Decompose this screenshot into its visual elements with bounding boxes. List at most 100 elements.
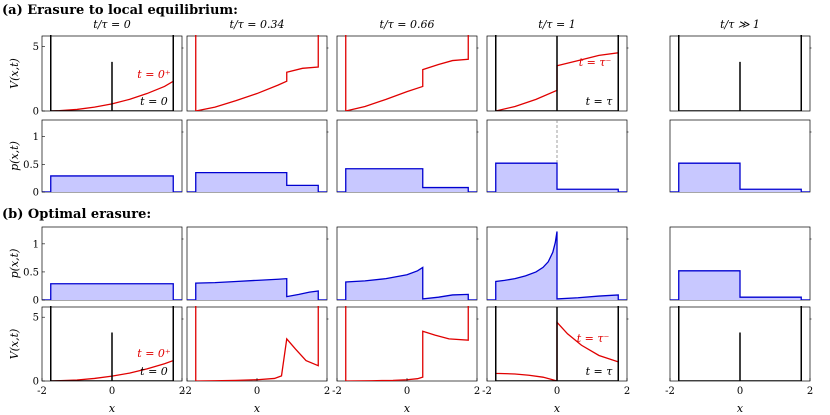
panel-b-V-3: t = τ⁻ t = τ -2 0 2 <box>482 306 630 397</box>
barrier-potential-line <box>678 306 802 381</box>
panel-content <box>487 120 627 192</box>
y-tick-label: 0 <box>33 377 39 388</box>
column-title: t/τ = 0.34 <box>230 18 285 31</box>
column-title: t/τ ≫ 1 <box>720 18 760 31</box>
y-axis-label: p(x,t) <box>8 141 21 171</box>
y-axis-label: V(x,t) <box>8 329 21 360</box>
column-title: t/τ = 1 <box>538 18 575 31</box>
potential-line <box>495 306 619 381</box>
potential-line <box>345 306 469 381</box>
annotation-red: t = 0⁺ <box>137 347 171 360</box>
panel-content <box>50 35 174 111</box>
barrier-potential-line <box>678 35 802 111</box>
probability-line <box>495 231 619 300</box>
probability-line <box>195 171 319 192</box>
potential-line <box>195 35 319 111</box>
x-tick-label: 0 <box>109 386 115 397</box>
x-tick-label: 0 <box>737 386 743 397</box>
panel-b-p-4 <box>669 226 812 301</box>
panel-content <box>670 162 810 192</box>
probability-line <box>678 162 802 192</box>
panel-frame <box>186 306 328 382</box>
probability-fill <box>50 283 174 300</box>
panel-content <box>495 306 619 381</box>
panel-a-p-1 <box>186 119 329 193</box>
section-b-label: (b) Optimal erasure: <box>2 207 151 222</box>
y-tick-label: 0 <box>33 107 39 118</box>
panel-a-p-4 <box>669 119 812 193</box>
annotation-black: t = τ <box>586 95 614 108</box>
y-tick-label: 1 <box>33 132 39 143</box>
probability-line <box>345 266 469 300</box>
probability-line <box>678 270 802 300</box>
probability-fill <box>345 168 469 192</box>
x-axis-label: x <box>109 402 116 415</box>
potential-line <box>345 35 469 111</box>
panel-content <box>345 306 469 381</box>
panel-b-V-1: -2 0 2 <box>182 306 330 397</box>
annotation-red: t = 0⁺ <box>137 68 171 81</box>
panel-b-V-2: -2 0 2 <box>332 306 480 397</box>
panel-b-p-3 <box>486 226 629 301</box>
panel-frame <box>336 306 478 382</box>
x-tick-label: 0 <box>554 386 560 397</box>
annotation-red: t = τ⁻ <box>579 56 612 69</box>
x-tick-label: -2 <box>665 386 675 397</box>
panel-content <box>195 306 319 381</box>
panel-b-p-2 <box>336 226 479 301</box>
panels: t = 0⁺ t = 0 0 5 V(x,t) t = τ⁻ t = τ 0 0.5 1 p(x,t… <box>8 35 813 397</box>
panel-b-p-0: 0 0.5 1 p(x,t) <box>8 226 184 307</box>
annotation-black: t = τ <box>586 365 614 378</box>
y-axis-label: V(x,t) <box>8 58 21 89</box>
probability-line <box>195 277 319 300</box>
probability-fill <box>50 175 174 192</box>
panel-content <box>670 270 810 300</box>
annotation-red: t = τ⁻ <box>577 332 610 345</box>
probability-line <box>50 283 174 300</box>
panel-content <box>195 35 319 111</box>
panel-content <box>678 35 802 111</box>
barrier-potential-line <box>495 35 619 111</box>
column-title: t/τ = 0.66 <box>380 18 435 31</box>
probability-fill <box>195 172 319 192</box>
probability-fill <box>195 278 319 300</box>
panel-content <box>187 171 327 192</box>
x-axis-label: x <box>554 402 561 415</box>
x-axis-label: x <box>737 402 744 415</box>
panel-b-V-4: -2 0 2 <box>665 306 813 397</box>
panel-content <box>495 35 619 111</box>
panel-b-p-1 <box>186 226 329 301</box>
x-axis-label: x <box>254 402 261 415</box>
x-axis-label: x <box>404 402 411 415</box>
x-tick-label: 0 <box>404 386 410 397</box>
probability-fill <box>345 267 469 300</box>
y-axis-label: p(x,t) <box>8 249 21 279</box>
panel-content <box>42 283 182 300</box>
panel-frame <box>336 35 478 112</box>
panel-a-V-2 <box>336 35 479 112</box>
panel-content <box>337 168 477 192</box>
panel-content <box>337 266 477 300</box>
y-tick-label: 0 <box>33 296 39 307</box>
annotation-black: t = 0 <box>140 365 168 378</box>
panel-content <box>187 277 327 300</box>
panel-frame <box>186 35 328 112</box>
y-tick-label: 0 <box>33 188 39 199</box>
x-tick-label: 2 <box>807 386 813 397</box>
y-tick-label: 5 <box>33 42 39 53</box>
potential-line <box>195 306 319 381</box>
y-tick-label: 1 <box>33 239 39 250</box>
x-tick-label: -2 <box>482 386 492 397</box>
probability-line <box>345 168 469 192</box>
probability-line <box>495 162 619 192</box>
panel-content <box>678 306 802 381</box>
y-tick-label: 5 <box>33 313 39 324</box>
x-tick-label: 2 <box>179 386 185 397</box>
annotation-black: t = 0 <box>140 95 168 108</box>
section-a-label: (a) Erasure to local equilibrium: <box>2 3 238 18</box>
panel-a-p-3 <box>486 119 629 193</box>
panel-a-p-0: 0 0.5 1 p(x,t) <box>8 119 184 199</box>
